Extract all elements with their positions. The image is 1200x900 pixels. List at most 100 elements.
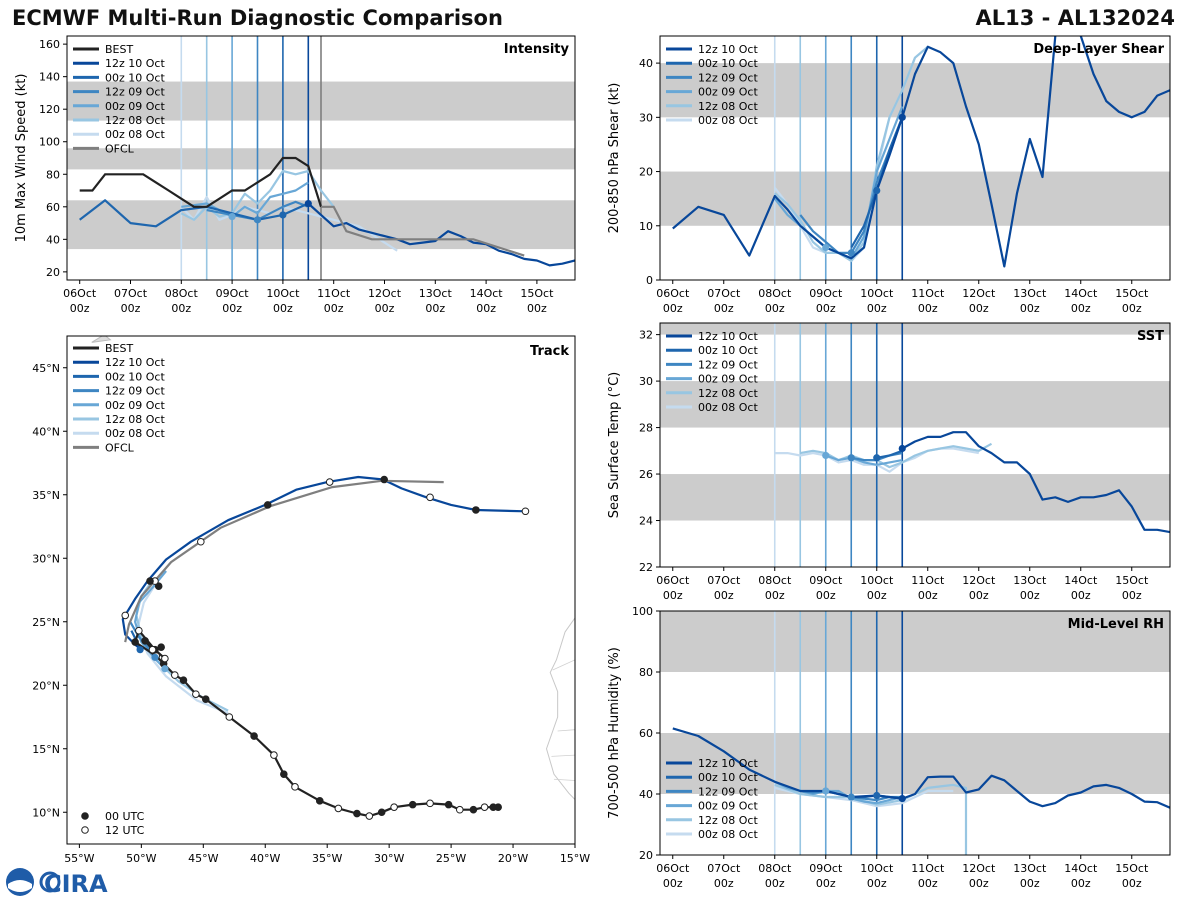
sst-init-point: [898, 444, 906, 453]
rh-legend-label: 12z 08 Oct: [698, 814, 758, 827]
intensity-xtick-date: 10Oct: [266, 287, 300, 300]
intensity-xtick-hour: 00z: [324, 302, 344, 315]
track-best-point: [469, 805, 478, 814]
track-best-point: [141, 637, 149, 645]
track-init-point: [161, 665, 169, 673]
intensity-xtick-date: 13Oct: [419, 287, 453, 300]
rh-legend-label: 12z 10 Oct: [698, 757, 758, 770]
track-forecast-point: [146, 577, 154, 585]
shear-xtick-date: 12Oct: [962, 287, 996, 300]
rh-xtick-hour: 00z: [1020, 877, 1040, 890]
intensity-frame: [66, 35, 576, 281]
sst-xtick-hour: 00z: [867, 589, 887, 602]
intensity-best-line: [79, 156, 323, 208]
newfoundland-outline: [91, 336, 112, 343]
shear-xtick-hour: 00z: [867, 302, 887, 315]
track-forecast-point: [263, 501, 272, 509]
intensity-legend-label: 00z 10 Oct: [105, 71, 165, 84]
intensity-series-line: [180, 195, 398, 252]
rh-series-line: [774, 783, 968, 855]
rh-ytick-label: 100: [632, 605, 653, 618]
intensity-legend-label: 00z 08 Oct: [105, 128, 165, 141]
rh-legend-label: 00z 09 Oct: [698, 800, 758, 813]
shear-xtick-date: 10Oct: [860, 287, 894, 300]
intensity-series-line: [307, 202, 575, 267]
rh-plot-area: [660, 611, 1170, 855]
sst-init-point: [822, 451, 830, 460]
shear-legend-label: 00z 09 Oct: [698, 86, 758, 99]
track-ytick-label: 15°N: [32, 743, 60, 756]
track-best-point: [192, 690, 200, 698]
rh-init-point: [873, 791, 881, 800]
sst-legend-label: 12z 10 Oct: [698, 330, 758, 343]
shear-ytick-label: 10: [639, 220, 653, 233]
sst-xtick-date: 08Oct: [758, 574, 792, 587]
track-best-point: [225, 713, 234, 721]
rh-xtick-date: 14Oct: [1064, 862, 1098, 875]
shear-threshold-band: [660, 171, 1170, 226]
track-map: 55°W 50°W 45°W 40°W 35°W 30°W 25°W 20°W 15°W 10°N…: [32, 335, 590, 865]
rh-xtick-date: 15Oct: [1115, 862, 1149, 875]
shear-xtick-hour: 00z: [1122, 302, 1142, 315]
rh-init-point: [822, 787, 830, 795]
sst-xtick-hour: 00z: [765, 589, 785, 602]
shear-legend-label: 00z 08 Oct: [698, 114, 758, 127]
shear-xtick-hour: 00z: [1071, 302, 1091, 315]
intensity-ytick-label: 160: [39, 38, 60, 51]
track-legend-label: 12z 08 Oct: [105, 413, 165, 426]
shear-xtick-date: 14Oct: [1064, 287, 1098, 300]
track-xtick-label: 55°W: [64, 852, 94, 865]
cira-logo: CIRA: [6, 868, 108, 898]
shear-frame: [659, 35, 1171, 281]
track-forecast-point: [426, 493, 434, 502]
intensity-ytick-label: 20: [46, 266, 60, 279]
intensity-ytick-label: 40: [46, 233, 60, 246]
sst-xtick-date: 06Oct: [656, 574, 690, 587]
intensity-plot-area: [67, 36, 575, 280]
intensity-series-line: [206, 200, 309, 221]
shear-xtick-date: 06Oct: [656, 287, 690, 300]
sst-xtick-date: 09Oct: [809, 574, 843, 587]
sst-xtick-date: 10Oct: [860, 574, 894, 587]
page-title: ECMWF Multi-Run Diagnostic Comparison: [12, 6, 503, 30]
shear-init-point: [822, 243, 830, 252]
sst-chart: 22 24 26 28 30 32 06Oct 00z 07Oct 00z 08Oct 00z 09Oc…: [607, 322, 1171, 602]
intensity-xtick-date: 15Oct: [520, 287, 554, 300]
sst-series-line: [800, 442, 993, 469]
sst-xtick-date: 07Oct: [707, 574, 741, 587]
rh-xtick-hour: 00z: [1071, 877, 1091, 890]
intensity-ytick-label: 80: [46, 168, 60, 181]
track-best-point: [291, 783, 299, 791]
track-legend-label: 12z 10 Oct: [105, 356, 165, 369]
sst-legend-label: 12z 09 Oct: [698, 358, 758, 371]
intensity-series-line: [79, 199, 309, 228]
rh-xtick-hour: 00z: [1122, 877, 1142, 890]
intensity-init-point: [253, 216, 262, 224]
shear-ytick-label: 30: [639, 111, 653, 124]
shear-ytick-label: 0: [646, 274, 653, 287]
rh-xtick-hour: 00z: [663, 877, 683, 890]
track-best-point: [489, 803, 498, 811]
track-best-point: [170, 671, 179, 679]
rh-xtick-hour: 00z: [867, 877, 887, 890]
sst-init-point: [847, 454, 855, 462]
sst-xtick-hour: 00z: [918, 589, 938, 602]
intensity-legend-label: 12z 08 Oct: [105, 114, 165, 127]
sst-ytick-label: 28: [639, 422, 653, 435]
track-best-point: [148, 645, 157, 654]
intensity-xtick-date: 06Oct: [63, 287, 97, 300]
sst-xtick-hour: 00z: [714, 589, 734, 602]
intensity-xtick-date: 08Oct: [165, 287, 199, 300]
intensity-xtick-hour: 00z: [222, 302, 242, 315]
track-forecast-point: [380, 475, 388, 484]
sst-ytick-label: 22: [639, 561, 653, 574]
sst-ytick-label: 26: [639, 468, 653, 481]
track-forecast-point: [325, 478, 334, 486]
africa-borders: [551, 659, 575, 781]
track-forecast-point: [521, 507, 530, 516]
track-forecast-point: [472, 506, 480, 514]
track-init-point: [136, 646, 144, 654]
sst-ytick-label: 24: [639, 515, 653, 528]
sst-series-line: [825, 454, 903, 466]
